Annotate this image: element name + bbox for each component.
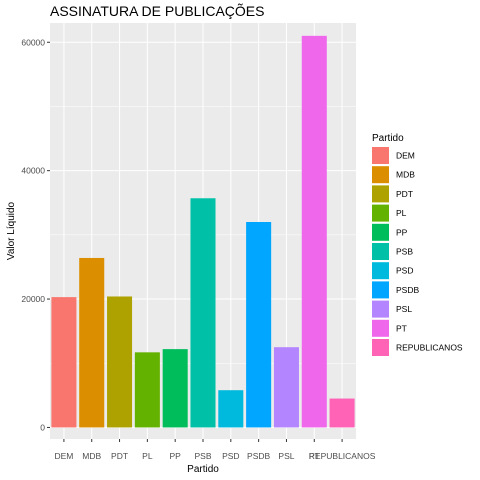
bar-pdt: [107, 296, 133, 428]
legend-key: [372, 281, 389, 299]
bar-psb: [190, 198, 216, 428]
legend-items: DEM MDB PDT PL PP PSB PSD PSDB PSL PT REPUBLICANOS: [372, 147, 463, 356]
y-axis-title: Valor Líquido: [6, 201, 17, 260]
legend-label: PSD: [396, 266, 413, 276]
bar-dem: [51, 297, 77, 428]
x-tick-label: PSB: [194, 451, 211, 461]
legend-label: PT: [396, 323, 407, 333]
bar-pl: [134, 352, 160, 428]
x-tick-label: PT: [309, 451, 320, 461]
x-tick-label: REPUBLICANOS: [309, 451, 376, 461]
x-tick-label: PSL: [278, 451, 294, 461]
legend-key: [372, 166, 389, 184]
legend-label: DEM: [396, 151, 415, 161]
legend-key: [372, 185, 389, 203]
y-axis-ticks: 0 20000 40000 60000: [21, 37, 50, 432]
y-tick-label: 60000: [21, 37, 45, 47]
y-tick-label: 40000: [21, 166, 45, 176]
legend-label: PSDB: [396, 285, 419, 295]
bar-pp: [162, 349, 188, 428]
bars: [51, 35, 355, 428]
x-tick-label: MDB: [82, 451, 101, 461]
bar-psdb: [246, 222, 272, 428]
x-tick-label: PSD: [222, 451, 239, 461]
legend-title: Partido: [372, 133, 404, 144]
legend-label: PP: [396, 227, 408, 237]
x-tick-label: PDT: [111, 451, 128, 461]
legend-label: PL: [396, 208, 407, 218]
bar-pt: [301, 35, 327, 428]
chart-title: ASSINATURA DE PUBLICAÇÕES: [50, 3, 264, 19]
legend-key: [372, 147, 389, 164]
x-tick-label: DEM: [54, 451, 73, 461]
x-tick-label: PSDB: [247, 451, 270, 461]
x-axis-title: Partido: [187, 464, 219, 475]
x-tick-label: PP: [170, 451, 182, 461]
legend-key: [372, 204, 389, 222]
bar-mdb: [79, 257, 105, 428]
bar-republicanos: [329, 398, 355, 428]
legend-key: [372, 262, 389, 280]
legend-label: PDT: [396, 189, 413, 199]
x-tick-label: PL: [142, 451, 153, 461]
legend: Partido DEM MDB PDT PL PP PSB PSD PSDB PSL PT REPU…: [372, 133, 463, 356]
legend-label: REPUBLICANOS: [396, 343, 463, 353]
bar-psd: [218, 390, 244, 428]
legend-label: PSB: [396, 247, 413, 257]
legend-key: [372, 300, 389, 318]
legend-key: [372, 243, 389, 260]
legend-label: MDB: [396, 170, 415, 180]
legend-key: [372, 223, 389, 241]
legend-label: PSL: [396, 304, 412, 314]
bar-psl: [273, 347, 299, 428]
y-tick-label: 20000: [21, 294, 45, 304]
legend-key: [372, 319, 389, 337]
y-tick-label: 0: [40, 422, 45, 432]
legend-key: [372, 339, 389, 356]
